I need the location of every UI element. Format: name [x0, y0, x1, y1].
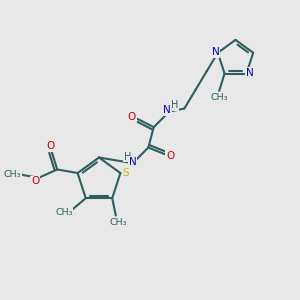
Text: CH₃: CH₃: [55, 208, 73, 217]
Text: S: S: [122, 168, 129, 178]
Text: H: H: [171, 100, 178, 110]
Text: O: O: [31, 176, 39, 186]
Text: N: N: [129, 157, 136, 167]
Text: N: N: [246, 68, 254, 78]
Text: O: O: [128, 112, 136, 122]
Text: O: O: [166, 151, 174, 161]
Text: H: H: [124, 152, 131, 162]
Text: CH₃: CH₃: [4, 170, 21, 179]
Text: O: O: [46, 141, 54, 151]
Text: N: N: [212, 47, 219, 57]
Text: N: N: [163, 105, 171, 116]
Text: CH₃: CH₃: [110, 218, 127, 227]
Text: CH₃: CH₃: [210, 93, 228, 102]
